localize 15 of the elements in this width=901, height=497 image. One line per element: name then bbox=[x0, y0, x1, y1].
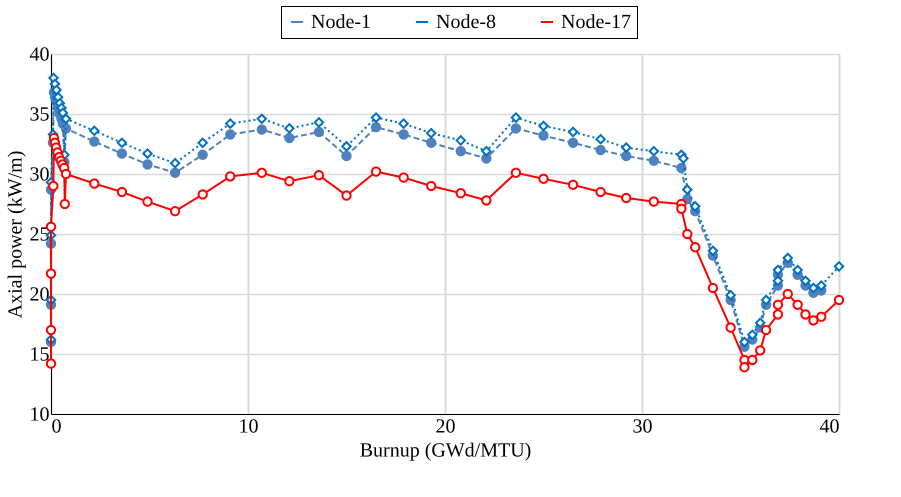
legend-label: Node-1 bbox=[311, 11, 371, 33]
x-tick-label: 10 bbox=[238, 416, 258, 438]
y-tick-label: 35 bbox=[30, 104, 50, 126]
y-tick-label: 20 bbox=[30, 284, 50, 306]
y-tick-label: 15 bbox=[30, 344, 50, 366]
x-tick-label: 30 bbox=[632, 416, 652, 438]
legend-label: Node-8 bbox=[436, 11, 496, 33]
x-tick-label: 0 bbox=[52, 416, 62, 438]
x-axis-title: Burnup (GWd/MTU) bbox=[360, 440, 532, 462]
y-tick-label: 40 bbox=[30, 44, 50, 66]
y-tick-label: 30 bbox=[30, 164, 50, 186]
y-axis-title: Axial power (kW/m) bbox=[4, 150, 26, 318]
x-tick-label: 40 bbox=[820, 416, 840, 438]
legend-label: Node-17 bbox=[561, 11, 631, 33]
x-tick-label: 20 bbox=[436, 416, 456, 438]
